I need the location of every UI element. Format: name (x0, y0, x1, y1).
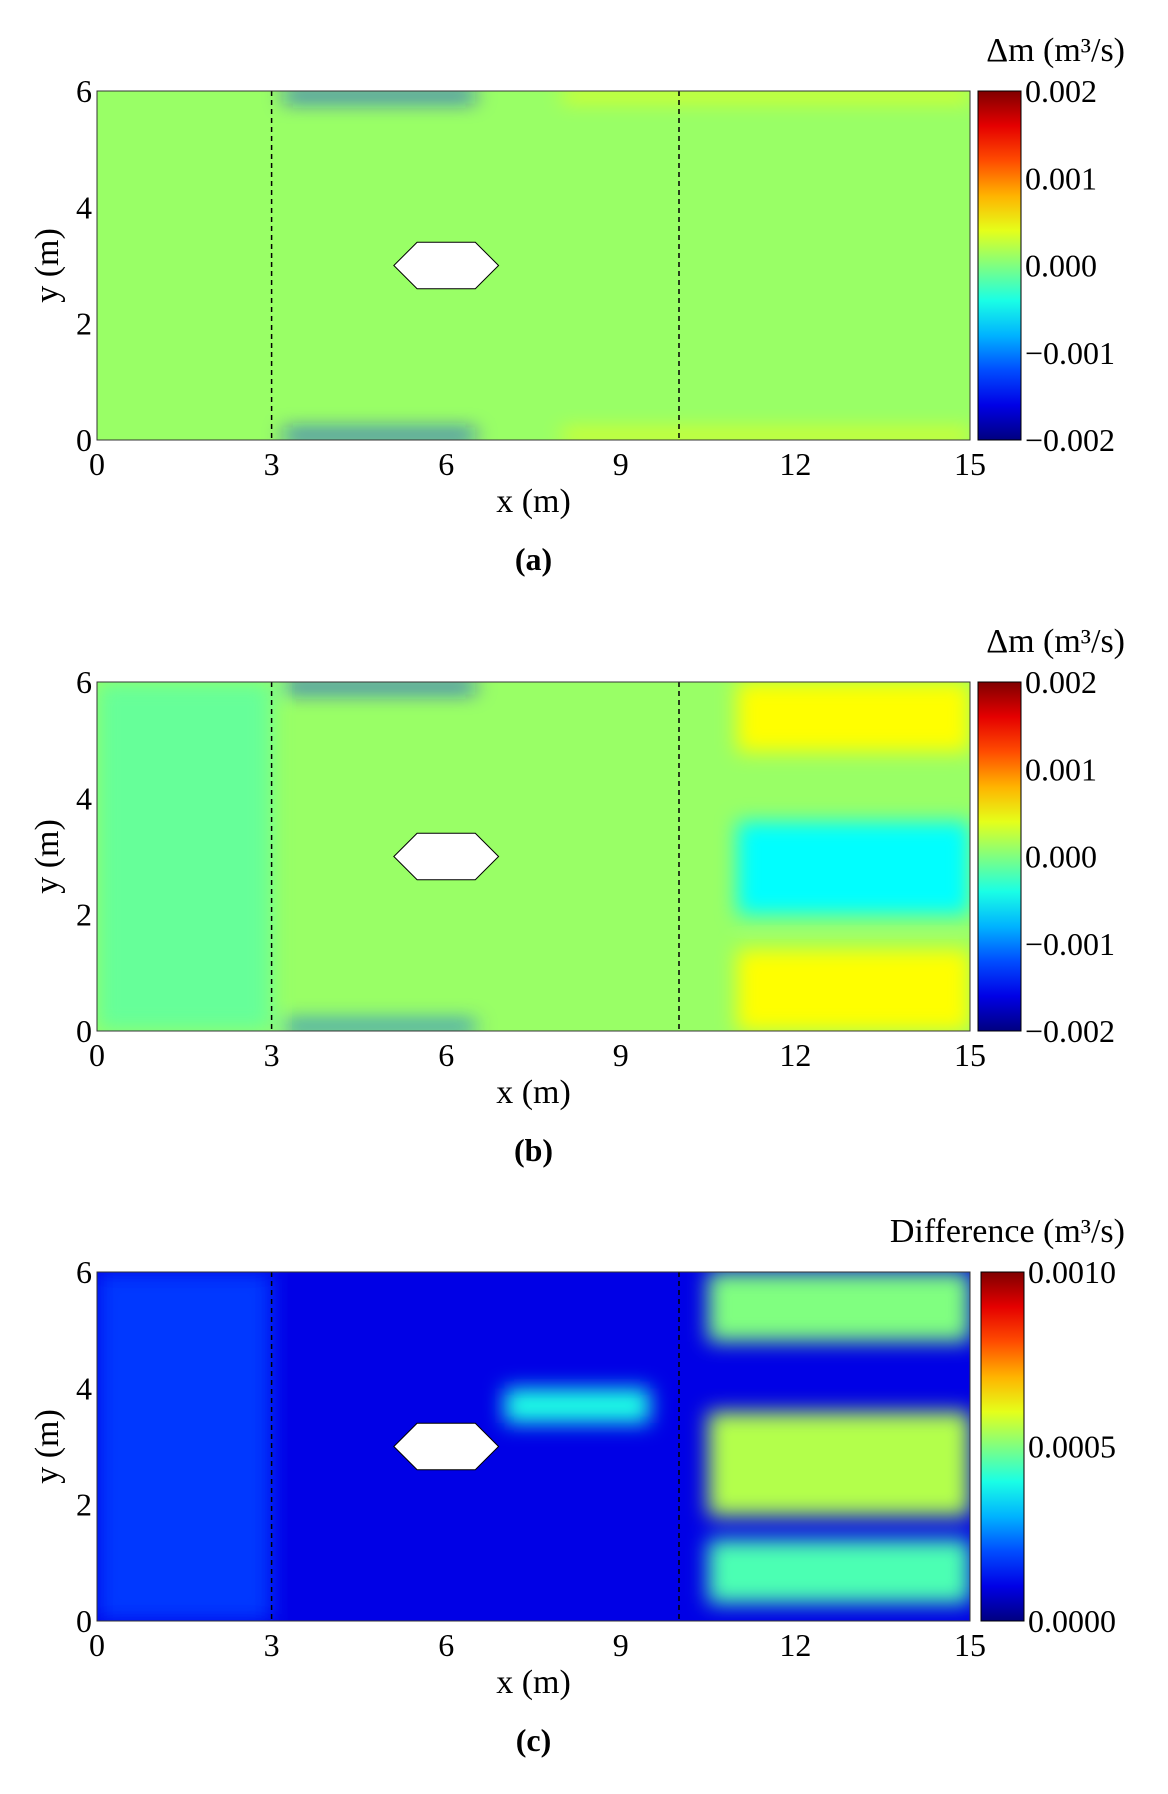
y-tick-label: 4 (76, 780, 92, 816)
y-tick-label: 6 (76, 1254, 92, 1290)
heatmap-region (97, 682, 272, 1031)
heatmap-region (283, 431, 476, 440)
y-axis-label: y (m) (29, 1409, 66, 1484)
x-tick-label: 0 (89, 446, 105, 482)
obstacle (393, 832, 500, 881)
colorbar-tick-label: −0.002 (1025, 1013, 1115, 1049)
x-axis-label: x (m) (496, 1664, 571, 1701)
heatmap-region (737, 949, 970, 1031)
colorbar-tick-label: 0.0005 (1028, 1429, 1116, 1465)
x-tick-label: 9 (613, 446, 629, 482)
x-tick-label: 0 (89, 1037, 105, 1073)
colorbar-tick-label: 0.0010 (1028, 1254, 1116, 1290)
panel-b: 0 3 6 9 12 15 0 2 4 6 x (m) y (m) (b) 0.002 0.001 0.000… (29, 623, 1125, 1168)
x-tick-label: 0 (89, 1627, 105, 1663)
panel-a: 0 3 6 9 12 15 0 2 4 6 x (m) y (m) (a) 0.002 0.001 0.000… (29, 32, 1125, 577)
colorbar-label: Δm (m³/s) (986, 32, 1125, 69)
colorbar-tick-label: −0.002 (1025, 422, 1115, 458)
colorbar-tick-label: 0.002 (1025, 664, 1097, 700)
colorbar-tick-label: 0.0000 (1028, 1603, 1116, 1639)
panel-caption: (a) (515, 541, 552, 577)
colorbar (977, 90, 1022, 441)
colorbar-tick-label: 0.002 (1025, 73, 1097, 109)
x-tick-label: 12 (779, 446, 811, 482)
heatmap-region (504, 1388, 650, 1424)
x-tick-label: 6 (438, 446, 454, 482)
x-tick-label: 9 (613, 1037, 629, 1073)
heatmap-blur (97, 682, 970, 1031)
y-tick-label: 0 (76, 1013, 92, 1049)
heatmap-regions (283, 91, 970, 440)
y-axis-label: y (m) (29, 228, 66, 303)
x-tick-label: 15 (954, 446, 986, 482)
x-tick-label: 15 (954, 1627, 986, 1663)
heatmap-blur (97, 1272, 970, 1621)
y-axis-label: y (m) (29, 819, 66, 894)
panel-c: 0 3 6 9 12 15 0 2 4 6 x (m) y (m) (c) 0.0010 0.0005 0.0… (29, 1213, 1125, 1758)
y-tick-label: 0 (76, 1603, 92, 1639)
heatmap-blur (283, 91, 970, 440)
heatmap-region (283, 682, 476, 691)
x-tick-label: 6 (438, 1627, 454, 1663)
colorbar-tick-label: 0.000 (1025, 248, 1097, 284)
x-axis-label: x (m) (496, 483, 571, 520)
x-tick-label: 3 (264, 446, 280, 482)
x-tick-label: 12 (779, 1037, 811, 1073)
colorbar-tick-label: 0.001 (1025, 160, 1097, 196)
x-tick-label: 15 (954, 1037, 986, 1073)
heatmap-background (97, 91, 970, 440)
colorbar-tick-label: −0.001 (1025, 335, 1115, 371)
colorbar-label: Δm (m³/s) (986, 623, 1125, 660)
heatmap-region (708, 1539, 970, 1604)
y-tick-label: 6 (76, 73, 92, 109)
panel-caption: (c) (516, 1722, 552, 1758)
colorbar-tick-label: −0.001 (1025, 926, 1115, 962)
colorbar (980, 1271, 1025, 1622)
obstacle (393, 241, 500, 290)
y-tick-label: 2 (76, 897, 92, 933)
y-tick-label: 4 (76, 189, 92, 225)
heatmap-region (737, 821, 970, 915)
panel-caption: (b) (514, 1132, 553, 1168)
heatmap-regions (97, 1272, 970, 1621)
heatmap-region (708, 1272, 970, 1342)
x-axis-label: x (m) (496, 1074, 571, 1111)
x-tick-label: 3 (264, 1037, 280, 1073)
y-tick-label: 6 (76, 664, 92, 700)
x-tick-label: 9 (613, 1627, 629, 1663)
y-tick-label: 0 (76, 422, 92, 458)
heatmap-regions (97, 682, 970, 1031)
plot-frame (96, 90, 971, 441)
y-tick-label: 2 (76, 1487, 92, 1523)
heatmap-region (97, 1272, 272, 1621)
x-tick-label: 6 (438, 1037, 454, 1073)
obstacle (393, 1422, 500, 1471)
y-tick-label: 4 (76, 1370, 92, 1406)
colorbar-tick-label: 0.000 (1025, 839, 1097, 875)
x-tick-label: 3 (264, 1627, 280, 1663)
colorbar-label: Difference (m³/s) (890, 1213, 1125, 1250)
heatmap-region (708, 1411, 970, 1517)
plot-frame (96, 681, 971, 1032)
y-tick-label: 2 (76, 306, 92, 342)
heatmap-region (283, 91, 476, 100)
plot-frame (96, 1271, 971, 1622)
colorbar-tick-label: 0.001 (1025, 751, 1097, 787)
heatmap-region (283, 1022, 476, 1031)
heatmap-region (737, 682, 970, 752)
heatmap-region (562, 431, 970, 440)
colorbar (977, 681, 1022, 1032)
heatmap-region (562, 91, 970, 100)
x-tick-label: 12 (779, 1627, 811, 1663)
